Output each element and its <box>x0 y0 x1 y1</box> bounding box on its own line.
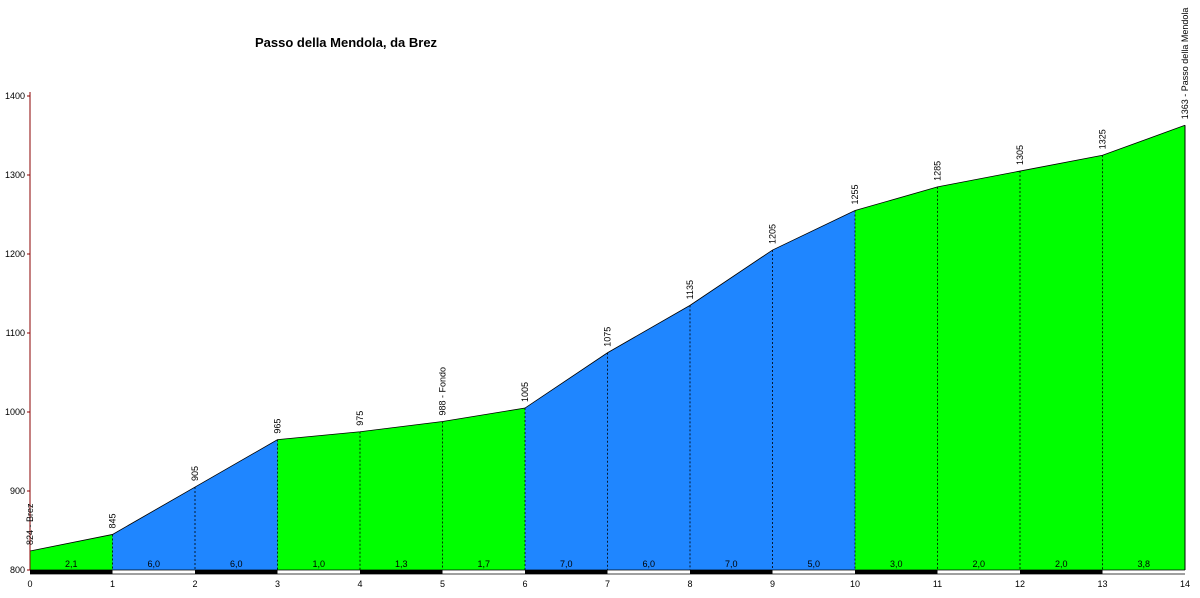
elevation-label: 845 <box>108 513 118 528</box>
km-strip <box>937 570 1020 574</box>
segment-area-1 <box>112 487 195 570</box>
elevation-label: 988 - Fondo <box>438 367 448 416</box>
x-tick-label: 13 <box>1097 579 1107 589</box>
elevation-label: 1325 <box>1098 129 1108 149</box>
segment-area-6 <box>525 352 608 570</box>
y-tick-label: 1300 <box>5 170 25 180</box>
km-strip <box>1020 570 1103 574</box>
elevation-label: 975 <box>355 411 365 426</box>
elevation-label: 1363 - Passo della Mendola <box>1180 8 1190 120</box>
y-tick-label: 1200 <box>5 249 25 259</box>
x-tick-label: 5 <box>440 579 445 589</box>
segment-gradient-label: 2,1 <box>65 559 78 569</box>
gradient-band: 2,1 6,0 6,0 1,0 1,3 1,7 7,0 6,0 7,0 5,0 3,0 2,0 2,0 3… <box>30 559 1185 575</box>
segment-gradient-label: 6,0 <box>230 559 243 569</box>
x-tick-label: 7 <box>605 579 610 589</box>
km-strip <box>442 570 525 574</box>
profile-outline <box>29 124 1186 552</box>
segment-gradient-label: 2,0 <box>1055 559 1068 569</box>
elevation-label: 1205 <box>768 224 778 244</box>
segment-gradient-label: 3,8 <box>1137 559 1150 569</box>
segment-area-0 <box>30 534 113 570</box>
x-tick-label: 3 <box>275 579 280 589</box>
segment-gradient-label: 6,0 <box>147 559 160 569</box>
elevation-label: 1305 <box>1015 145 1025 165</box>
segment-area-13 <box>1102 125 1185 570</box>
km-strip <box>855 570 938 574</box>
chart-title: Passo della Mendola, da Brez <box>255 35 438 50</box>
elevation-label: 1285 <box>933 161 943 181</box>
segment-area-8 <box>690 250 773 571</box>
y-tick-label: 1000 <box>5 407 25 417</box>
elevation-label: 965 <box>273 419 283 434</box>
x-tick-label: 8 <box>687 579 692 589</box>
km-dividers <box>112 155 1103 570</box>
x-tick-label: 0 <box>27 579 32 589</box>
elevation-labels: 824 - Brez 845 905 965 975 988 - Fondo 1005 107… <box>25 8 1190 545</box>
segment-area-4 <box>360 421 443 570</box>
km-strip <box>607 570 690 574</box>
segment-area-3 <box>277 431 360 570</box>
segment-gradient-label: 1,0 <box>312 559 325 569</box>
segment-area-10 <box>855 186 938 570</box>
segment-gradient-label: 3,0 <box>890 559 903 569</box>
x-tick-label: 12 <box>1015 579 1025 589</box>
y-tick-label: 900 <box>10 486 25 496</box>
km-strip <box>360 570 443 574</box>
x-tick-label: 11 <box>933 579 942 589</box>
km-strip <box>30 570 113 574</box>
x-tick-label: 10 <box>850 579 860 589</box>
km-strip <box>690 570 773 574</box>
segment-area-11 <box>937 171 1020 571</box>
elevation-label: 1255 <box>850 185 860 205</box>
y-tick-label: 1400 <box>5 91 25 101</box>
segment-area-7 <box>607 305 690 570</box>
segment-gradient-label: 5,0 <box>807 559 820 569</box>
segment-gradient-label: 7,0 <box>725 559 738 569</box>
profile-line <box>29 124 1186 552</box>
x-tick-label: 6 <box>522 579 527 589</box>
x-tick-label: 1 <box>110 579 115 589</box>
x-tick-label: 2 <box>192 579 197 589</box>
elevation-label: 1005 <box>520 382 530 402</box>
km-strip <box>277 570 360 574</box>
elevation-label: 1135 <box>685 280 695 299</box>
km-strip <box>112 570 195 574</box>
x-tick-label: 9 <box>770 579 775 589</box>
segment-gradient-label: 2,0 <box>972 559 985 569</box>
segment-gradient-label: 6,0 <box>642 559 655 569</box>
x-tick-label: 4 <box>357 579 362 589</box>
segment-gradient-label: 7,0 <box>560 559 573 569</box>
segment-area-2 <box>195 439 278 570</box>
km-strip <box>772 570 855 574</box>
profile-areas <box>30 125 1185 571</box>
y-tick-label: 800 <box>10 565 25 575</box>
segment-area-9 <box>772 210 855 571</box>
km-strip <box>195 570 278 574</box>
segment-area-5 <box>442 408 525 570</box>
elevation-label: 824 - Brez <box>25 503 35 545</box>
elevation-label: 905 <box>190 466 200 481</box>
segment-gradient-label: 1,7 <box>477 559 490 569</box>
segment-gradient-label: 1,3 <box>395 559 408 569</box>
km-strip <box>525 570 608 574</box>
segment-area-12 <box>1020 155 1103 570</box>
elevation-label: 1075 <box>603 327 613 347</box>
x-tick-label: 14 <box>1180 579 1190 589</box>
y-tick-label: 1100 <box>6 328 25 338</box>
km-strip <box>1102 570 1185 574</box>
